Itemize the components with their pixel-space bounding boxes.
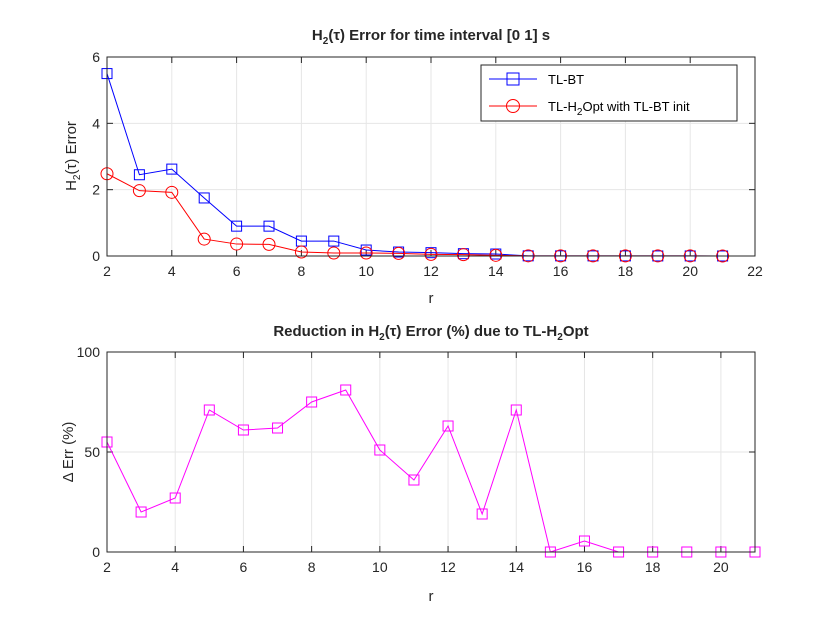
data-point-1-0 bbox=[328, 235, 340, 247]
x-tick-label-1: 16 bbox=[553, 263, 569, 279]
y-axis-label-1: H2(τ) Error bbox=[63, 121, 83, 191]
data-point-1-0 bbox=[133, 169, 145, 181]
y-tick-label-1: 6 bbox=[92, 49, 100, 65]
data-point-1-1 bbox=[132, 184, 146, 198]
axes-box-2 bbox=[106, 351, 756, 553]
x-tick-label-2: 2 bbox=[103, 559, 111, 575]
data-point-1-1 bbox=[294, 245, 308, 259]
data-point-1-1 bbox=[197, 232, 211, 246]
x-tick-label-2: 12 bbox=[440, 559, 456, 575]
x-tick-label-2: 4 bbox=[171, 559, 179, 575]
data-point-1-0 bbox=[231, 220, 243, 232]
data-point-1-1 bbox=[489, 248, 503, 262]
data-point-2-0 bbox=[442, 420, 454, 432]
y-tick-label-2: 50 bbox=[84, 444, 100, 460]
chart-title-1: H2(τ) Error for time interval [0 1] s bbox=[312, 27, 550, 47]
x-tick-label-1: 10 bbox=[358, 263, 374, 279]
x-axis-label-1: r bbox=[429, 290, 434, 307]
data-point-2-0 bbox=[203, 404, 215, 416]
data-point-2-0 bbox=[340, 384, 352, 396]
data-point-1-1 bbox=[392, 246, 406, 260]
data-point-1-1 bbox=[327, 246, 341, 260]
legend-label-tl-h2opt: TL-H2Opt with TL-BT init bbox=[548, 99, 690, 118]
x-tick-label-1: 18 bbox=[618, 263, 634, 279]
x-tick-label-2: 18 bbox=[645, 559, 661, 575]
data-point-2-0 bbox=[510, 404, 522, 416]
legend-box bbox=[480, 64, 738, 122]
x-tick-label-2: 10 bbox=[372, 559, 388, 575]
x-tick-label-2: 8 bbox=[308, 559, 316, 575]
data-point-1-0 bbox=[198, 192, 210, 204]
data-point-2-0 bbox=[374, 444, 386, 456]
data-point-2-0 bbox=[272, 422, 284, 434]
x-tick-label-2: 14 bbox=[508, 559, 524, 575]
legend-marker-tl-bt bbox=[506, 72, 520, 86]
y-tick-label-1: 4 bbox=[92, 115, 100, 131]
legend-marker-tl-h2opt bbox=[506, 99, 520, 113]
legend: TL-BT TL-H2Opt with TL-BT init bbox=[480, 64, 738, 122]
y-tick-label-1: 0 bbox=[92, 248, 100, 264]
y-axis-label-2: Δ Err (%) bbox=[60, 422, 77, 483]
y-tick-label-2: 0 bbox=[92, 544, 100, 560]
x-tick-label-1: 22 bbox=[747, 263, 763, 279]
x-tick-label-2: 6 bbox=[240, 559, 248, 575]
x-tick-label-1: 8 bbox=[298, 263, 306, 279]
x-tick-label-1: 6 bbox=[233, 263, 241, 279]
data-point-2-0 bbox=[578, 535, 590, 547]
data-point-2-0 bbox=[237, 424, 249, 436]
data-point-1-1 bbox=[424, 247, 438, 261]
data-point-1-1 bbox=[456, 248, 470, 262]
x-tick-label-1: 4 bbox=[168, 263, 176, 279]
data-point-2-0 bbox=[135, 506, 147, 518]
x-tick-label-2: 16 bbox=[577, 559, 593, 575]
data-point-1-1 bbox=[262, 237, 276, 251]
chart-title-2: Reduction in H2(τ) Error (%) due to TL-H… bbox=[273, 323, 588, 343]
data-point-2-0 bbox=[408, 474, 420, 486]
y-tick-label-2: 100 bbox=[77, 344, 101, 360]
data-point-1-0 bbox=[425, 247, 437, 259]
x-tick-label-2: 20 bbox=[713, 559, 729, 575]
x-tick-label-1: 2 bbox=[103, 263, 111, 279]
data-point-2-0 bbox=[306, 396, 318, 408]
axes-box-1 bbox=[106, 56, 756, 257]
legend-label-tl-bt: TL-BT bbox=[548, 72, 584, 87]
data-point-1-0 bbox=[166, 163, 178, 175]
x-tick-label-1: 20 bbox=[682, 263, 698, 279]
data-point-1-1 bbox=[359, 246, 373, 260]
x-tick-label-1: 12 bbox=[423, 263, 439, 279]
legend-item-tl-h2opt: TL-H2Opt with TL-BT init bbox=[489, 99, 690, 118]
data-point-1-1 bbox=[230, 237, 244, 251]
x-tick-label-1: 14 bbox=[488, 263, 504, 279]
data-point-1-1 bbox=[165, 185, 179, 199]
data-point-2-0 bbox=[476, 508, 488, 520]
data-point-1-0 bbox=[263, 220, 275, 232]
legend-item-tl-bt: TL-BT bbox=[489, 72, 584, 87]
x-axis-label-2: r bbox=[429, 588, 434, 605]
y-tick-label-1: 2 bbox=[92, 182, 100, 198]
chart-reduction: 2 4 6 8 10 12 14 16 18 20 0 50 100 Reduction in H2(τ… bbox=[60, 323, 761, 605]
data-point-2-0 bbox=[169, 492, 181, 504]
